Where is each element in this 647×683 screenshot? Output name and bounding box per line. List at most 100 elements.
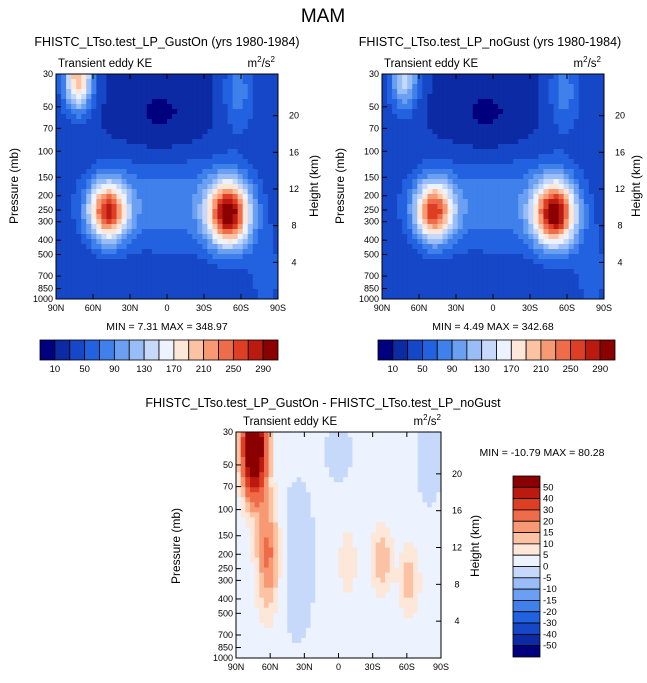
field-cell — [111, 139, 118, 145]
field-cell — [301, 442, 307, 448]
field-cell — [543, 199, 550, 205]
field-cell — [96, 214, 103, 220]
field-cell — [436, 482, 441, 488]
field-cell — [452, 264, 459, 270]
field-cell — [598, 234, 604, 240]
field-cell — [136, 279, 143, 285]
field-cell — [254, 487, 260, 493]
field-cell — [482, 179, 489, 185]
field-cell — [482, 284, 489, 290]
field-cell — [301, 517, 307, 523]
field-cell — [477, 154, 484, 160]
field-cell — [447, 289, 454, 295]
field-cell — [523, 284, 529, 290]
field-cell — [136, 179, 143, 185]
field-cell — [407, 109, 413, 115]
colorbar-box — [392, 339, 409, 361]
field-cell — [272, 154, 278, 160]
field-cell — [76, 184, 82, 190]
field-cell — [394, 512, 400, 518]
field-cell — [593, 199, 600, 205]
field-cell — [217, 169, 224, 175]
field-cell — [382, 154, 388, 160]
field-cell — [257, 204, 264, 210]
field-cell — [452, 259, 459, 265]
field-cell — [498, 129, 504, 135]
field-cell — [563, 154, 570, 160]
field-cell — [493, 114, 499, 120]
field-cell — [371, 497, 377, 503]
field-cell — [86, 144, 92, 150]
field-cell — [598, 139, 604, 145]
field-cell — [588, 209, 595, 215]
field-cell — [86, 244, 92, 250]
field-cell — [329, 467, 335, 473]
field-cell — [222, 214, 229, 220]
field-cell — [548, 219, 555, 225]
field-cell — [267, 239, 274, 245]
field-cell — [508, 204, 514, 210]
field-cell — [254, 452, 260, 458]
field-cell — [578, 204, 585, 210]
field-cell — [236, 507, 242, 513]
field-cell — [305, 497, 312, 503]
field-cell — [533, 89, 540, 95]
field-cell — [167, 174, 173, 180]
field-cell — [192, 164, 198, 170]
field-cell — [498, 254, 504, 260]
colorbar-label: 130 — [136, 364, 152, 375]
field-cell — [366, 512, 372, 518]
field-cell — [257, 229, 264, 235]
field-cell — [187, 109, 193, 115]
field-cell — [111, 89, 118, 95]
field-cell — [116, 194, 123, 200]
field-cell — [427, 224, 434, 230]
field-cell — [101, 159, 108, 165]
field-cell — [558, 294, 565, 299]
field-cell — [427, 507, 433, 513]
field-cell — [462, 149, 469, 155]
field-cell — [432, 189, 439, 195]
field-cell — [136, 209, 143, 215]
field-cell — [583, 94, 590, 100]
field-cell — [56, 209, 62, 215]
field-cell — [361, 482, 368, 488]
field-cell — [71, 174, 77, 180]
field-cell — [508, 94, 514, 100]
field-cell — [593, 164, 600, 170]
field-cell — [593, 179, 600, 185]
field-cell — [513, 289, 519, 295]
field-cell — [412, 179, 418, 185]
field-cell — [259, 472, 265, 478]
field-cell — [422, 74, 429, 80]
field-cell — [553, 159, 560, 165]
field-cell — [487, 144, 494, 150]
field-cell — [578, 179, 585, 185]
field-cell — [222, 254, 229, 260]
field-cell — [578, 119, 585, 125]
field-cell — [257, 269, 264, 275]
field-cell — [237, 74, 244, 80]
field-cell — [272, 249, 278, 255]
field-cell — [240, 512, 246, 518]
field-cell — [452, 174, 459, 180]
field-cell — [371, 452, 377, 458]
field-cell — [227, 209, 234, 215]
field-cell — [222, 89, 229, 95]
field-cell — [412, 229, 418, 235]
field-cell — [136, 199, 143, 205]
field-cell — [207, 184, 214, 190]
field-cell — [187, 199, 193, 205]
field-cell — [442, 139, 449, 145]
field-cell — [366, 462, 372, 468]
field-cell — [477, 144, 484, 150]
field-cell — [310, 447, 316, 453]
field-cell — [508, 279, 514, 285]
field-cell — [432, 289, 439, 295]
field-cell — [101, 149, 108, 155]
field-cell — [432, 79, 439, 85]
field-cell — [467, 124, 474, 130]
field-cell — [81, 144, 87, 150]
field-cell — [437, 144, 444, 150]
field-cell — [222, 159, 229, 165]
